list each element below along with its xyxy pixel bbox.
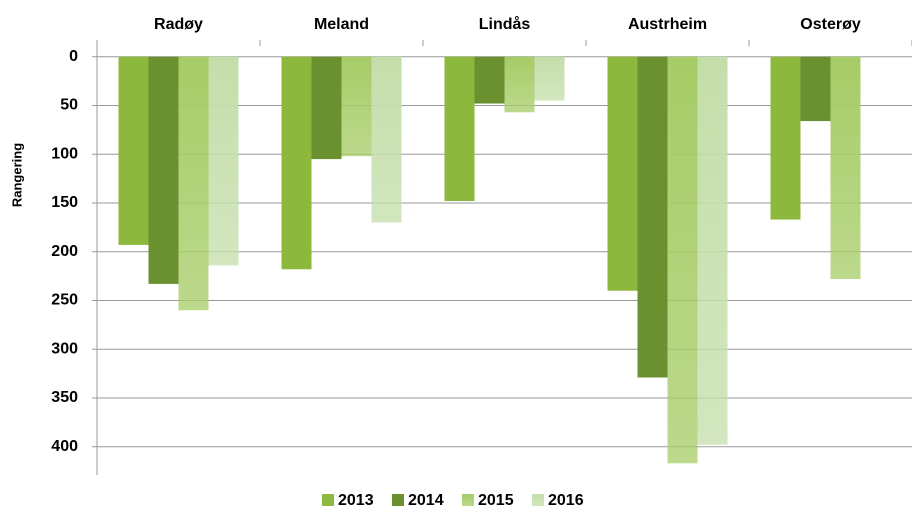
y-tick-label: 250: [51, 292, 78, 309]
bar: [800, 56, 831, 122]
y-tick-label: 0: [69, 48, 78, 65]
x-tick-label: Meland: [314, 16, 369, 33]
legend-label: 2014: [408, 492, 444, 509]
bar: [341, 56, 372, 157]
legend-label: 2013: [338, 492, 374, 509]
legend-swatch: [322, 494, 334, 506]
bar: [830, 56, 861, 280]
y-tick-label: 200: [51, 243, 78, 260]
x-tick-label: Osterøy: [800, 16, 861, 33]
y-tick-label: 400: [51, 438, 78, 455]
bar: [607, 56, 638, 291]
legend-swatch: [392, 494, 404, 506]
bar: [504, 56, 535, 113]
bar: [178, 56, 209, 311]
bar: [474, 56, 505, 104]
bar: [148, 56, 179, 284]
bar: [208, 56, 239, 266]
y-axis-label: Rangering: [9, 143, 24, 207]
x-tick-label: Austrheim: [628, 16, 707, 33]
legend-label: 2016: [548, 492, 584, 509]
y-tick-label: 300: [51, 340, 78, 357]
y-tick-label: 150: [51, 194, 78, 211]
legend-label: 2015: [478, 492, 514, 509]
x-tick-label: Lindås: [479, 15, 531, 33]
bar: [667, 56, 698, 464]
y-tick-label: 50: [60, 97, 78, 114]
bar: [770, 56, 801, 220]
y-tick-label: 100: [51, 145, 78, 162]
legend-swatch: [462, 494, 474, 506]
legend-swatch: [532, 494, 544, 506]
x-tick-label: Radøy: [154, 16, 203, 33]
bar: [118, 56, 149, 245]
bar: [534, 56, 565, 101]
bar: [371, 56, 402, 223]
y-tick-label: 350: [51, 389, 78, 406]
bar: [637, 56, 668, 378]
bar: [444, 56, 475, 202]
bar: [311, 56, 342, 160]
bar: [281, 56, 312, 270]
bar: [697, 56, 728, 445]
